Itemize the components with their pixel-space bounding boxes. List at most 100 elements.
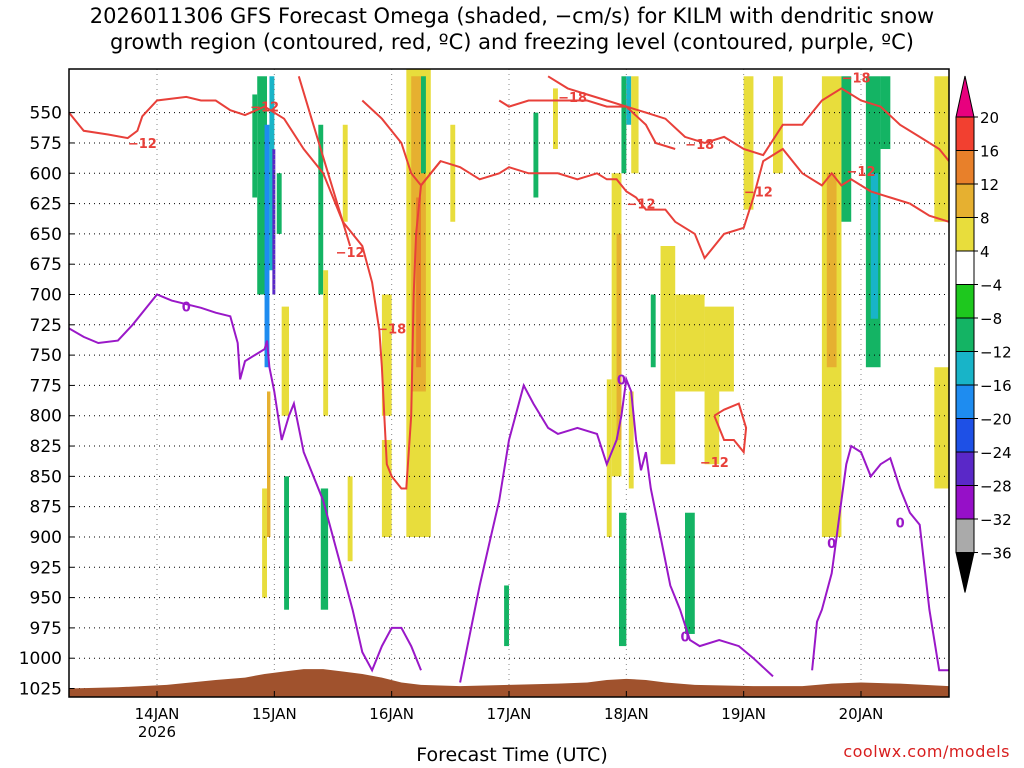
colorbar-segment [955,217,975,252]
contour-label: −18 [842,71,871,86]
contour-label: −18 [558,91,587,106]
omega-cell [934,367,949,489]
colorbar-segment [955,183,975,218]
contour-label: 0 [896,516,905,531]
omega-cell [267,391,271,537]
omega-cell [262,488,267,598]
omega-cell [342,124,348,222]
omega-cell [323,270,329,416]
omega-cell [318,124,324,295]
y-tick-label: 850 [30,467,62,487]
dgz-minus18-contour [297,75,949,490]
omega-cell [281,306,289,416]
y-tick-label: 925 [30,558,62,578]
colorbar-segment [955,518,975,553]
colorbar-label: 16 [980,143,999,161]
colorbar-segment [955,451,975,486]
colorbar-label: 8 [980,210,990,228]
freezing-level-contour [69,293,949,683]
y-tick-label: 575 [30,134,62,154]
omega-cell [320,488,329,610]
colorbar-segment [955,284,975,319]
colorbar-label: 12 [980,176,999,194]
y-tick-label: 800 [30,407,62,427]
y-tick-label: 725 [30,316,62,336]
omega-cell [773,76,783,174]
omega-cell [264,124,270,368]
omega-cell [381,439,392,537]
omega-cell [631,76,639,174]
contour-label: 0 [680,630,689,645]
colorbar-label: −24 [980,444,1012,462]
omega-cell [650,294,656,368]
y-tick-label: 775 [30,376,62,396]
omega-cell [870,173,879,319]
x-tick-label: 14JAN [135,705,180,723]
omega-cell [553,88,558,150]
omega-cell [257,76,267,295]
contour-label: −12 [128,137,157,152]
y-tick-label: 1025 [19,680,62,700]
colorbar-label: −16 [980,377,1012,395]
omega-cell [743,76,754,210]
omega-cell [660,246,676,465]
colorbar-segment [955,418,975,453]
contour-label: −12 [847,165,876,180]
omega-cell [841,76,852,222]
contour-label: 0 [827,537,836,552]
contour-label: −12 [700,456,729,471]
contour-label: −12 [627,198,656,213]
credit-link[interactable]: coolwx.com/models [843,742,1010,761]
colorbar-label: −20 [980,411,1012,429]
omega-cell [680,294,705,392]
y-tick-label: 675 [30,255,62,275]
omega-cell [272,149,276,295]
omega-cell [381,294,392,416]
omega-cell [880,76,891,150]
colorbar-label: 20 [980,109,999,127]
x-tick-label: 18JAN [604,705,649,723]
omega-cell [347,476,353,562]
contour-label: −18 [685,138,714,153]
omega-cell [626,76,632,125]
y-tick-label: 825 [30,437,62,457]
omega-cell [826,173,837,368]
contours [69,75,949,683]
omega-cell [934,76,949,222]
colorbar: 20 16 12 8 4 −4 −8 −12 −16 −20 −24 −28 −32 −36 [955,75,1012,593]
colorbar-label: −4 [980,277,1002,295]
colorbar-label: −36 [980,545,1012,563]
dgz-minus12-contour [69,95,949,261]
contour-label: −12 [336,246,365,261]
contour-labels: −12 −12 −12 −18 −18 −18 −12 −12 −12 −18 −12 0 0 0 0 0 [128,71,905,645]
omega-cell [533,112,539,198]
colorbar-label: −12 [980,344,1012,362]
y-tick-label: 975 [30,619,62,639]
x-tick-label: 15JAN [252,705,297,723]
omega-cell [628,391,634,489]
omega-cell [504,585,509,647]
contour-label: 0 [182,301,191,316]
colorbar-label: −28 [980,478,1012,496]
colorbar-label: −8 [980,310,1002,328]
colorbar-segment [955,150,975,185]
y-tick-label: 600 [30,164,62,184]
y-tick-label: 875 [30,498,62,518]
omega-cell [685,512,695,634]
omega-cell [704,391,720,465]
colorbar-segment [955,384,975,419]
y-tick-label: 1000 [19,649,62,669]
x-tick-label: 16JAN [369,705,414,723]
chart-title-line1: 2026011306 GFS Forecast Omega (shaded, −… [89,4,935,28]
x-tick-label: 19JAN [721,705,766,723]
omega-cell [416,197,421,368]
x-tick-label: 17JAN [487,705,532,723]
contour-label: −12 [744,185,773,200]
terrain [69,669,949,697]
omega-cell [831,391,842,477]
omega-cell [269,76,275,271]
omega-cell [252,94,258,198]
y-tick-label: 650 [30,225,62,245]
